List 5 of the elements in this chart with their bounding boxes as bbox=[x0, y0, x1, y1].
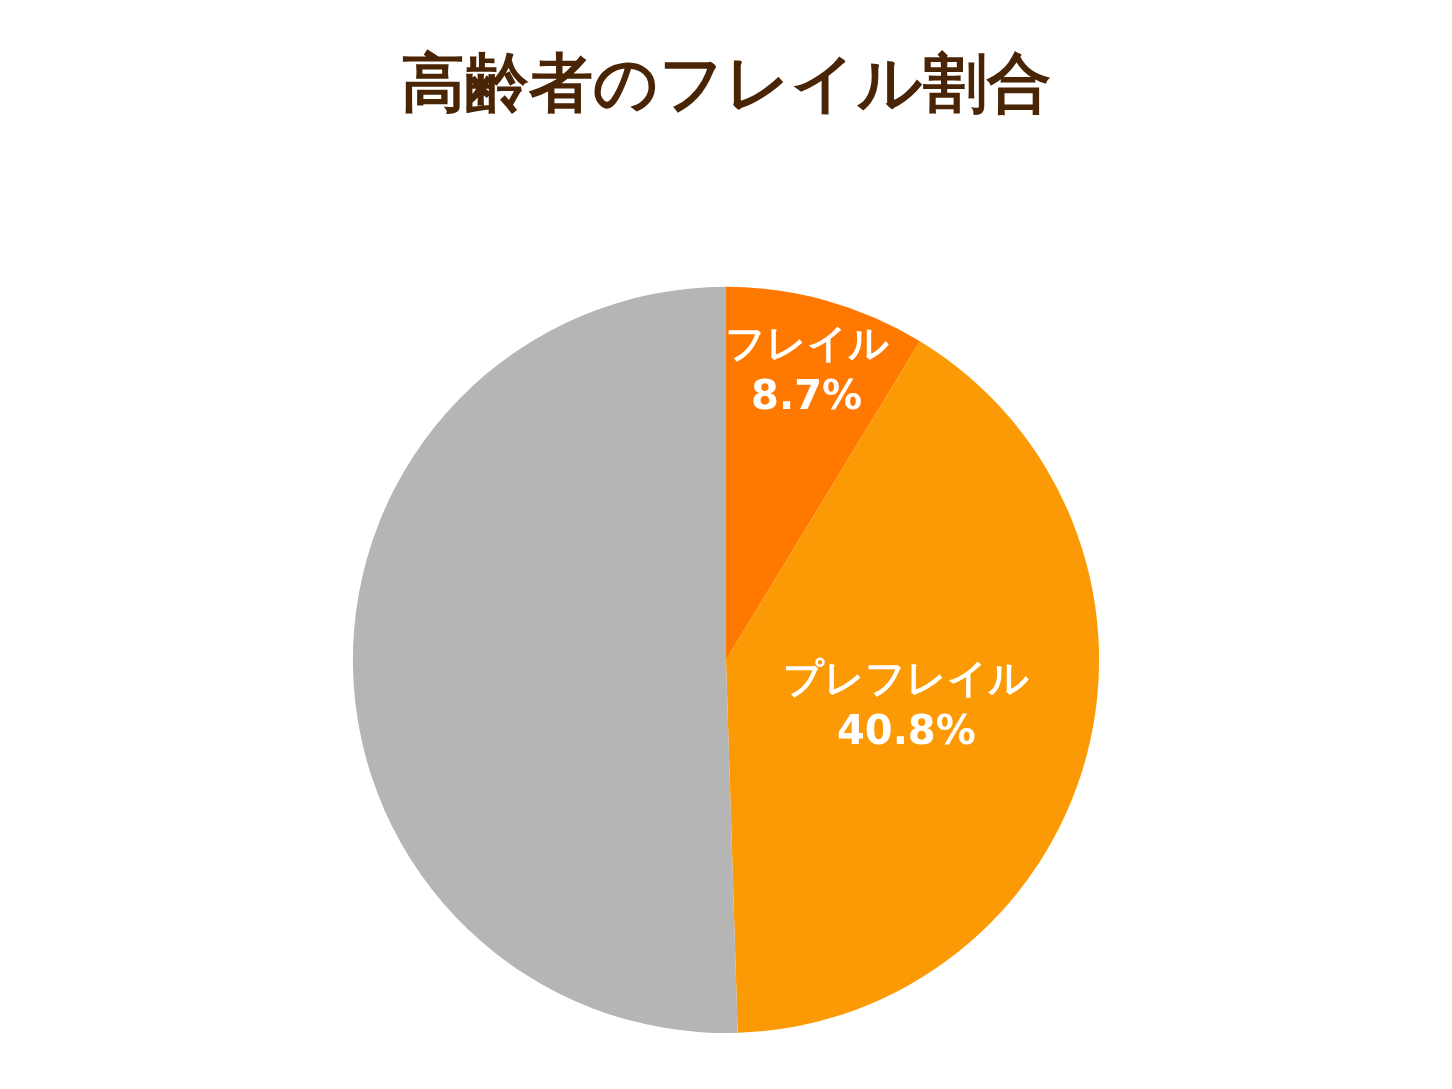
data-label: 40.8% bbox=[837, 706, 976, 753]
data-label: 8.7% bbox=[751, 371, 863, 418]
slice-label: プレフレイル bbox=[783, 654, 1030, 701]
chart-title: 高齢者のフレイル割合 bbox=[401, 46, 1051, 121]
slice-label: フレイル bbox=[724, 319, 889, 366]
